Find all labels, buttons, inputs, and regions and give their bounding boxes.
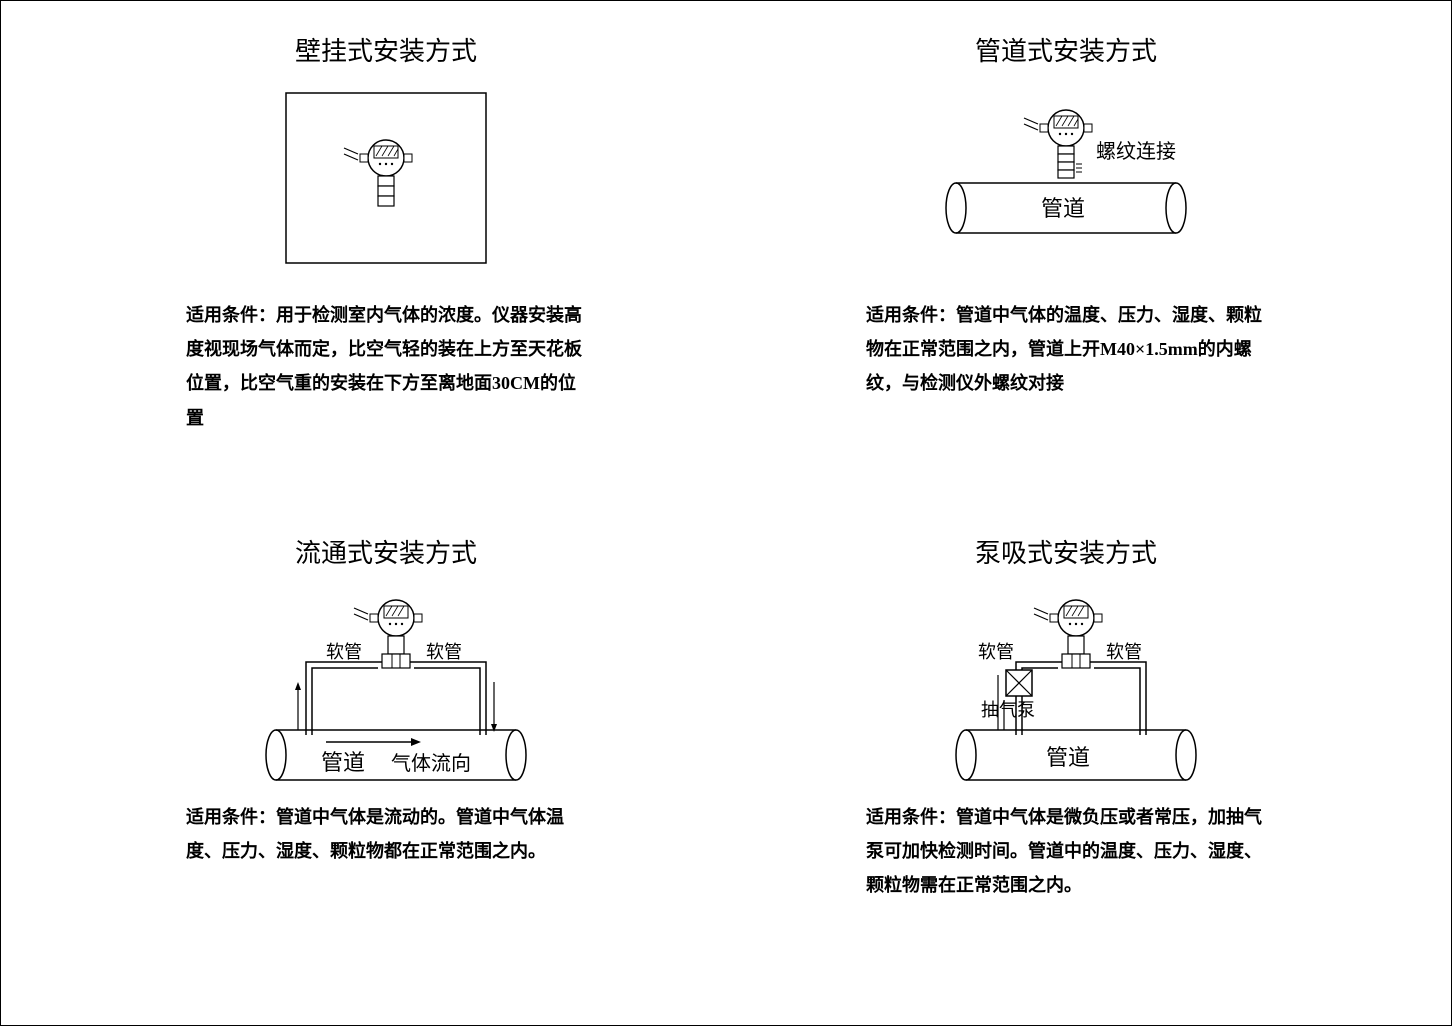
diagram-pump: 软管 软管 抽气泵 管道 <box>926 590 1206 770</box>
panel-title: 流通式安装方式 <box>295 533 477 570</box>
hose-label-right: 软管 <box>426 642 462 662</box>
thread-label: 螺纹连接 <box>1096 140 1176 163</box>
panel-flow-mount: 流通式安装方式 <box>61 533 711 995</box>
diagram-grid: 壁挂式安装方式 <box>1 1 1451 1025</box>
panel-desc: 适用条件：用于检测室内气体的浓度。仪器安装高度视现场气体而定，比空气轻的装在上方… <box>186 298 586 435</box>
panel-desc: 适用条件：管道中气体的温度、压力、湿度、颗粒物在正常范围之内，管道上开M40×1… <box>866 298 1266 401</box>
panel-pipe-mount: 管道式安装方式 <box>741 31 1391 493</box>
panel-title: 壁挂式安装方式 <box>295 31 477 68</box>
panel-wall-mount: 壁挂式安装方式 <box>61 31 711 493</box>
hose-label-right: 软管 <box>1106 642 1142 662</box>
diagram-pipe: 螺纹连接 管道 <box>926 88 1206 268</box>
panel-title: 泵吸式安装方式 <box>975 533 1157 570</box>
pipe-label: 管道 <box>321 750 365 775</box>
panel-desc: 适用条件：管道中气体是流动的。管道中气体温度、压力、湿度、颗粒物都在正常范围之内… <box>186 800 586 868</box>
hose-label-left: 软管 <box>978 642 1014 662</box>
diagram-wall <box>246 88 526 268</box>
pipe-label: 管道 <box>1046 745 1090 770</box>
hose-label-left: 软管 <box>326 642 362 662</box>
pipe-label: 管道 <box>1041 196 1085 221</box>
pump-label: 抽气泵 <box>981 700 1035 720</box>
panel-title: 管道式安装方式 <box>975 31 1157 68</box>
panel-pump-mount: 泵吸式安装方式 <box>741 533 1391 995</box>
panel-desc: 适用条件：管道中气体是微负压或者常压，加抽气泵可加快检测时间。管道中的温度、压力… <box>866 800 1266 903</box>
diagram-flow: 软管 软管 管道 气体流向 <box>246 590 526 770</box>
flow-dir-label: 气体流向 <box>391 752 471 775</box>
